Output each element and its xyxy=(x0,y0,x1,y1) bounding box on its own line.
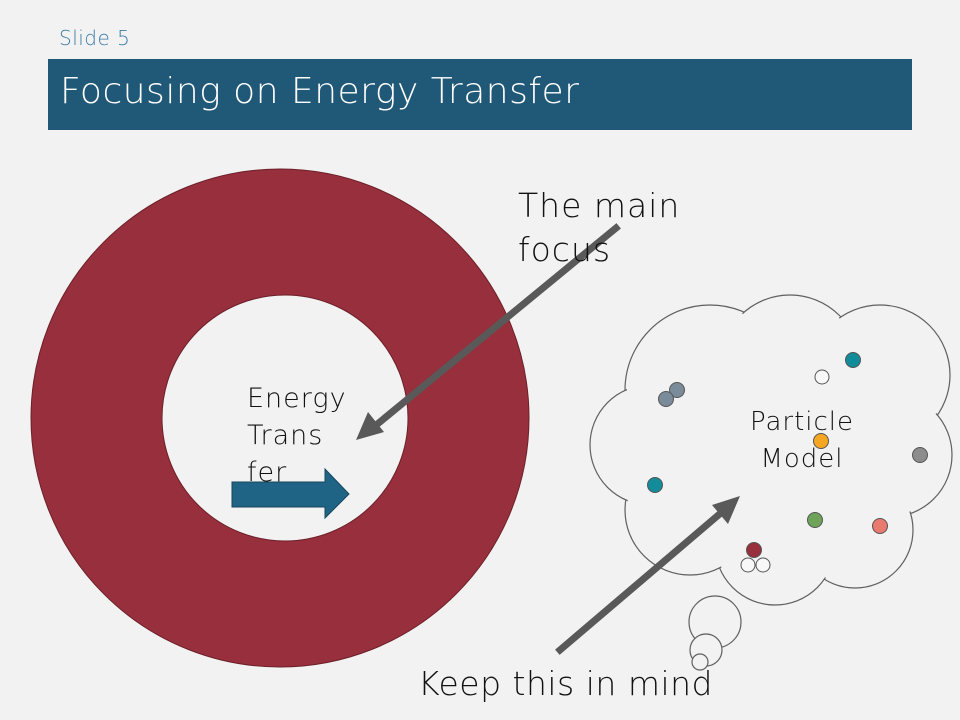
particle-grey-2 xyxy=(658,391,674,407)
energy-transfer-inner-circle xyxy=(161,294,409,542)
particle-model-label: Particle Model xyxy=(749,407,855,474)
particles xyxy=(647,352,928,573)
particle-orange xyxy=(813,433,829,449)
energy-transfer-label: Energy Trans fer xyxy=(247,383,347,482)
particle-salmon xyxy=(872,518,888,534)
particle-teal-1 xyxy=(845,352,861,368)
particle-grey-1 xyxy=(669,382,685,398)
keep-in-mind-label: Keep this in mind xyxy=(418,664,713,703)
title-bar: Focusing on Energy Transfer xyxy=(48,59,912,130)
thought-bubble-small xyxy=(691,653,709,671)
particle-teal-2 xyxy=(647,477,663,493)
slide-title: Focusing on Energy Transfer xyxy=(60,71,580,112)
main-focus-arrow xyxy=(356,223,621,440)
particle-white-3 xyxy=(755,557,771,573)
energy-flow-block-arrow xyxy=(231,467,350,520)
particle-maroon xyxy=(746,542,762,558)
keep-in-mind-arrow xyxy=(555,496,740,655)
particle-dark-grey xyxy=(912,447,928,463)
particle-white-2 xyxy=(740,557,756,573)
slide-number-label: Slide 5 xyxy=(59,26,131,50)
particle-white-1 xyxy=(814,369,830,385)
main-focus-label: The main focus xyxy=(518,186,681,269)
particle-green xyxy=(807,512,823,528)
